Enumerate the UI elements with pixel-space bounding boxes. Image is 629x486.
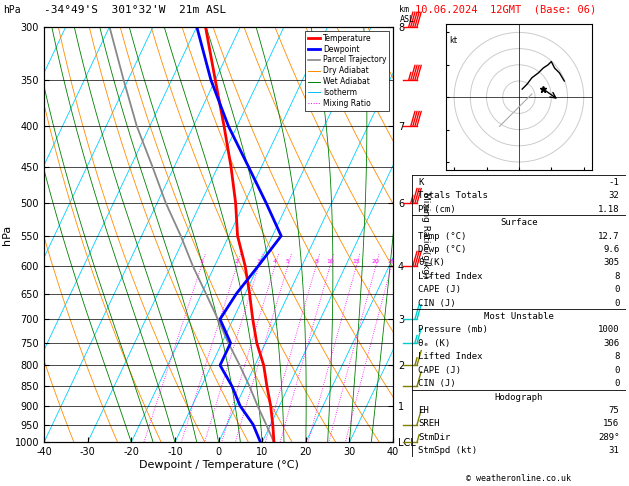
Text: 15: 15: [352, 259, 360, 264]
Text: 32: 32: [609, 191, 620, 200]
Text: 1000: 1000: [598, 326, 620, 334]
Text: 5: 5: [286, 259, 290, 264]
Text: -34°49'S  301°32'W  21m ASL: -34°49'S 301°32'W 21m ASL: [44, 5, 226, 15]
Text: Lifted Index: Lifted Index: [418, 272, 483, 281]
Text: Dewp (°C): Dewp (°C): [418, 245, 467, 254]
Text: 156: 156: [603, 419, 620, 429]
Text: 305: 305: [603, 259, 620, 267]
Text: 2: 2: [235, 259, 239, 264]
Text: StmSpd (kt): StmSpd (kt): [418, 446, 477, 455]
Text: kt: kt: [449, 35, 457, 45]
Text: 306: 306: [603, 339, 620, 348]
Text: 0: 0: [614, 366, 620, 375]
Text: 8: 8: [314, 259, 318, 264]
Legend: Temperature, Dewpoint, Parcel Trajectory, Dry Adiabat, Wet Adiabat, Isotherm, Mi: Temperature, Dewpoint, Parcel Trajectory…: [305, 31, 389, 111]
Text: EH: EH: [418, 406, 429, 415]
Text: 9.6: 9.6: [603, 245, 620, 254]
Text: 0: 0: [614, 299, 620, 308]
Text: 20: 20: [372, 259, 380, 264]
Text: StmDir: StmDir: [418, 433, 450, 442]
Text: CAPE (J): CAPE (J): [418, 285, 462, 294]
Text: 12.7: 12.7: [598, 231, 620, 241]
Text: θₑ (K): θₑ (K): [418, 339, 450, 348]
Text: Most Unstable: Most Unstable: [484, 312, 554, 321]
Text: 8: 8: [614, 352, 620, 361]
Text: 10.06.2024  12GMT  (Base: 06): 10.06.2024 12GMT (Base: 06): [415, 5, 596, 15]
Y-axis label: Mixing Ratio (g/kg): Mixing Ratio (g/kg): [421, 191, 430, 278]
Text: km
ASL: km ASL: [399, 5, 415, 24]
Text: Temp (°C): Temp (°C): [418, 231, 467, 241]
Text: Surface: Surface: [500, 218, 538, 227]
Text: Lifted Index: Lifted Index: [418, 352, 483, 361]
Text: hPa: hPa: [3, 5, 21, 15]
Text: 0: 0: [614, 379, 620, 388]
Text: 3: 3: [257, 259, 261, 264]
Text: 4: 4: [273, 259, 277, 264]
X-axis label: Dewpoint / Temperature (°C): Dewpoint / Temperature (°C): [138, 460, 299, 470]
Text: PW (cm): PW (cm): [418, 205, 456, 214]
Text: 10: 10: [326, 259, 334, 264]
Text: 289°: 289°: [598, 433, 620, 442]
Text: 8: 8: [614, 272, 620, 281]
Text: Pressure (mb): Pressure (mb): [418, 326, 488, 334]
Text: Hodograph: Hodograph: [495, 393, 543, 401]
Text: CAPE (J): CAPE (J): [418, 366, 462, 375]
Text: SREH: SREH: [418, 419, 440, 429]
Text: 25: 25: [387, 259, 395, 264]
Text: -1: -1: [609, 178, 620, 187]
Text: θₑ(K): θₑ(K): [418, 259, 445, 267]
Text: © weatheronline.co.uk: © weatheronline.co.uk: [467, 474, 571, 483]
Text: 75: 75: [609, 406, 620, 415]
Text: 31: 31: [609, 446, 620, 455]
Text: Totals Totals: Totals Totals: [418, 191, 488, 200]
Text: CIN (J): CIN (J): [418, 379, 456, 388]
Text: K: K: [418, 178, 424, 187]
Text: 1: 1: [199, 259, 203, 264]
Text: 1.18: 1.18: [598, 205, 620, 214]
Y-axis label: hPa: hPa: [2, 225, 12, 244]
Text: CIN (J): CIN (J): [418, 299, 456, 308]
Text: 0: 0: [614, 285, 620, 294]
